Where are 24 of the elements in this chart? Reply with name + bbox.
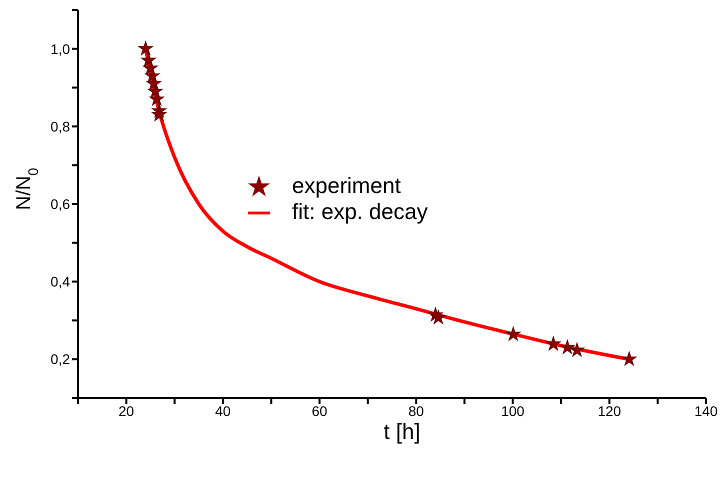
legend-label: experiment (292, 173, 401, 198)
point (506, 326, 521, 341)
x-tick-label: 100 (501, 402, 525, 419)
x-tick-label: 80 (408, 402, 424, 419)
point (138, 40, 154, 56)
x-axis-title: t [h] (384, 419, 420, 444)
point (430, 310, 446, 324)
y-tick-label: 0,6 (50, 196, 70, 212)
y-tick-label: 0,4 (50, 274, 70, 290)
point (149, 91, 164, 106)
y-tick-label: 0,8 (50, 118, 70, 134)
y-tick-label: 1,0 (50, 40, 70, 57)
legend-label: fit: exp. decay (292, 199, 428, 224)
point (570, 342, 584, 357)
x-tick-label: 40 (215, 402, 231, 419)
point (560, 340, 575, 354)
point (546, 336, 561, 350)
point (622, 351, 637, 366)
x-tick-label: 140 (694, 402, 718, 419)
x-tick-label: 20 (118, 402, 134, 419)
x-tick-label: 60 (312, 402, 328, 419)
x-tick-label: 120 (598, 402, 622, 419)
y-tick-label: 0,2 (50, 351, 70, 368)
point (152, 106, 167, 122)
